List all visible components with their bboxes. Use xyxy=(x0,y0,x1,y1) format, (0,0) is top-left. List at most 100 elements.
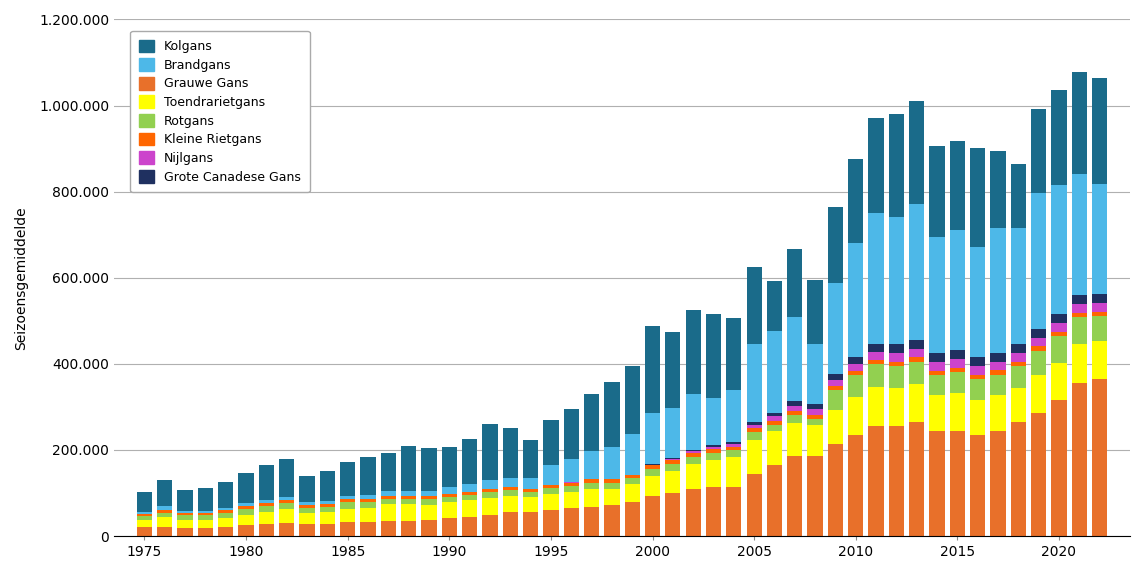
Bar xyxy=(706,449,721,453)
Bar xyxy=(320,524,335,536)
Bar xyxy=(991,352,1006,362)
Bar xyxy=(1051,336,1066,363)
Bar xyxy=(848,375,864,397)
Bar xyxy=(583,507,599,536)
Bar xyxy=(909,422,924,536)
Bar xyxy=(238,473,254,503)
Bar xyxy=(1072,313,1087,317)
Bar xyxy=(238,503,254,505)
Bar xyxy=(462,517,477,536)
Bar xyxy=(1031,337,1047,346)
Bar xyxy=(604,447,620,479)
Bar xyxy=(950,393,966,430)
Bar xyxy=(970,375,985,379)
Bar xyxy=(300,508,315,513)
Bar xyxy=(340,523,356,536)
Bar xyxy=(889,388,904,426)
Bar xyxy=(259,524,275,536)
Bar xyxy=(259,500,275,503)
Bar xyxy=(360,523,375,536)
Bar xyxy=(645,469,660,476)
Bar xyxy=(950,230,966,350)
Bar xyxy=(787,249,802,317)
Bar xyxy=(157,517,173,527)
Bar xyxy=(970,247,985,357)
Bar xyxy=(645,325,660,413)
Bar xyxy=(685,394,701,450)
Bar xyxy=(787,457,802,536)
Bar xyxy=(583,451,599,479)
Bar xyxy=(1072,317,1087,344)
Bar xyxy=(421,491,437,496)
Bar xyxy=(889,217,904,344)
Bar xyxy=(238,525,254,536)
Bar xyxy=(381,521,396,536)
Bar xyxy=(868,426,883,536)
Bar xyxy=(991,370,1006,375)
Bar xyxy=(137,512,152,513)
Bar xyxy=(177,516,192,520)
Bar xyxy=(177,513,192,516)
Bar xyxy=(279,459,294,497)
Bar xyxy=(219,513,233,518)
Bar xyxy=(583,394,599,451)
Bar xyxy=(625,501,639,536)
Bar xyxy=(909,349,924,358)
Bar xyxy=(909,204,924,340)
Bar xyxy=(747,440,762,474)
Bar xyxy=(360,494,375,499)
Bar xyxy=(543,465,558,485)
Bar xyxy=(238,508,254,515)
Bar xyxy=(340,462,356,496)
Bar xyxy=(706,453,721,460)
Bar xyxy=(1010,366,1026,388)
Bar xyxy=(604,489,620,505)
Bar xyxy=(137,492,152,512)
Bar xyxy=(442,497,456,503)
Bar xyxy=(950,141,966,230)
Bar xyxy=(766,421,782,425)
Bar xyxy=(564,508,579,536)
Bar xyxy=(726,390,741,442)
Bar xyxy=(320,507,335,512)
Bar xyxy=(320,470,335,501)
Bar xyxy=(421,505,437,520)
Bar xyxy=(991,395,1006,430)
Bar xyxy=(808,425,823,457)
Bar xyxy=(402,496,416,499)
Bar xyxy=(502,478,518,488)
Bar xyxy=(1072,344,1087,383)
Bar xyxy=(259,465,275,500)
Bar xyxy=(909,362,924,384)
Bar xyxy=(279,503,294,509)
Bar xyxy=(726,444,741,446)
Bar xyxy=(442,488,456,494)
Bar xyxy=(340,496,356,500)
Bar xyxy=(219,510,233,513)
Bar xyxy=(929,147,945,237)
Bar xyxy=(402,499,416,504)
Bar xyxy=(564,409,579,459)
Bar xyxy=(909,384,924,422)
Bar xyxy=(868,360,883,364)
Bar xyxy=(868,118,883,213)
Bar xyxy=(259,512,275,524)
Bar xyxy=(766,331,782,413)
Bar xyxy=(665,470,681,493)
Bar xyxy=(1051,314,1066,323)
Bar xyxy=(950,430,966,536)
Bar xyxy=(502,488,518,490)
Bar xyxy=(665,458,681,460)
Bar xyxy=(625,366,639,434)
Bar xyxy=(381,496,396,499)
Bar xyxy=(1093,77,1107,185)
Bar xyxy=(1072,72,1087,174)
Bar xyxy=(787,317,802,401)
Bar xyxy=(726,318,741,390)
Bar xyxy=(726,442,741,444)
Bar xyxy=(929,395,945,430)
Bar xyxy=(808,344,823,404)
Bar xyxy=(198,513,213,516)
Bar xyxy=(766,425,782,431)
Bar xyxy=(929,430,945,536)
